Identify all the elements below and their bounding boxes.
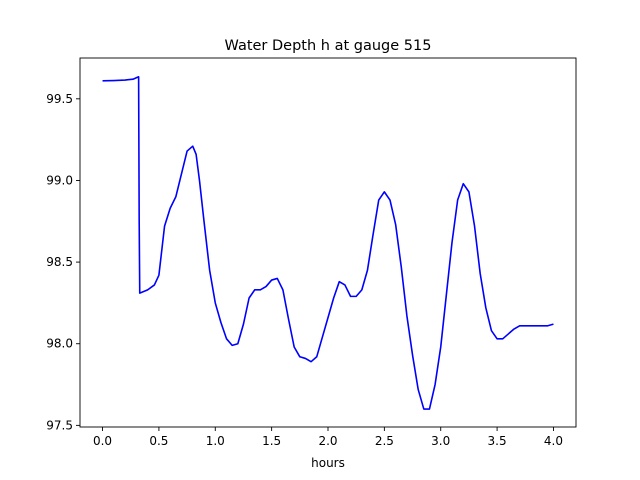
x-tick-label: 0.5 bbox=[149, 434, 168, 448]
y-tick-label: 98.0 bbox=[46, 337, 73, 351]
x-tick-label: 0.0 bbox=[93, 434, 112, 448]
x-tick-label: 1.5 bbox=[262, 434, 281, 448]
x-tick-label: 3.0 bbox=[431, 434, 450, 448]
plot-area: 0.0 0.5 1.0 1.5 2.0 2.5 3.0 3.5 4.0 97.5 98.0 98.5 9… bbox=[46, 57, 577, 448]
x-axis-label: hours bbox=[311, 456, 345, 470]
x-tick-label: 1.0 bbox=[206, 434, 225, 448]
x-tick-label: 2.5 bbox=[375, 434, 394, 448]
y-tick-label: 97.5 bbox=[46, 418, 73, 432]
y-tick-label: 98.5 bbox=[46, 255, 73, 269]
series-line-0 bbox=[102, 75, 554, 410]
x-tick-label: 3.5 bbox=[488, 434, 507, 448]
x-tick-label: 2.0 bbox=[318, 434, 337, 448]
y-tick-label: 99.0 bbox=[46, 173, 73, 187]
x-tick-label: 4.0 bbox=[544, 434, 563, 448]
y-tick-label: 99.5 bbox=[46, 92, 73, 106]
chart-title: Water Depth h at gauge 515 bbox=[225, 38, 432, 54]
axes-frame bbox=[79, 57, 577, 428]
